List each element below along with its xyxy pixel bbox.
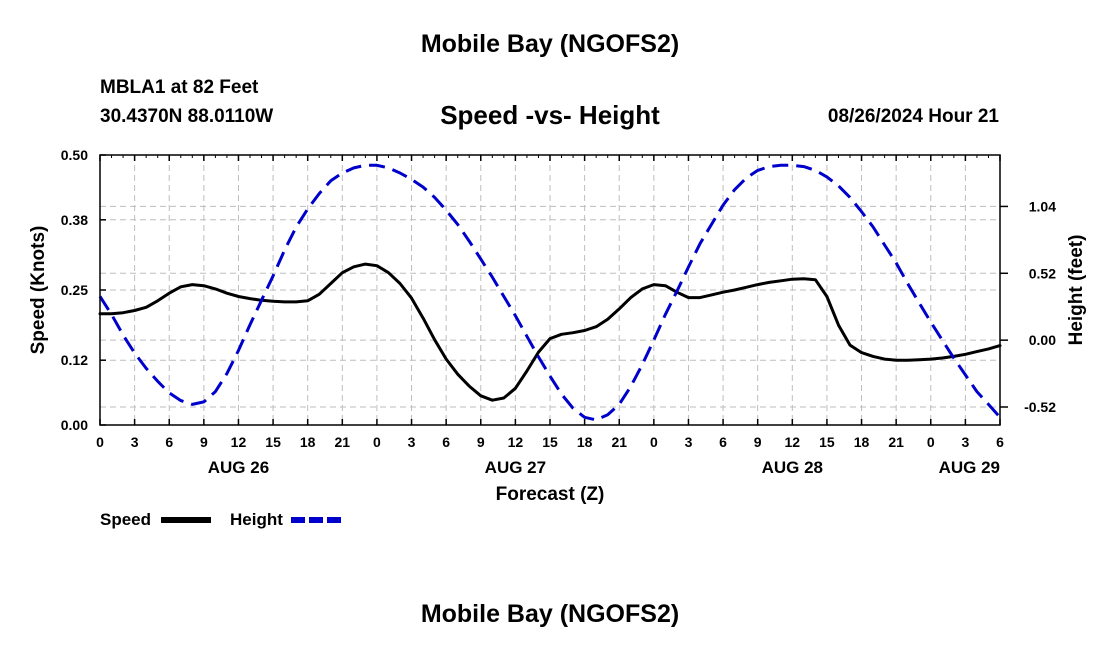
chart-legend: Speed Height	[100, 510, 343, 529]
chart-axes: 0 3 6 9 12 15 18 21 0 3 6 9 12 15 18 21 0 3 6 9 12 15 18 21 0 3 6 A…	[28, 147, 1087, 505]
x-tick-label: 12	[508, 434, 524, 450]
x-tick-label: 21	[888, 434, 904, 450]
y2-axis-label: Height (feet)	[1066, 235, 1087, 346]
x-tick-label: 12	[231, 434, 247, 450]
legend-label-speed: Speed	[100, 510, 151, 529]
chart-title: Speed -vs- Height	[440, 100, 660, 130]
chart-grid	[100, 155, 1000, 425]
date-label: AUG 26	[208, 458, 269, 477]
x-tick-label: 12	[785, 434, 801, 450]
y-tick-label: 0.50	[61, 147, 88, 163]
x-tick-label: 3	[961, 434, 969, 450]
y-tick-label: 0.00	[61, 417, 88, 433]
forecast-datetime: 08/26/2024 Hour 21	[827, 106, 999, 127]
x-tick-label: 9	[477, 434, 485, 450]
x-axis-label: Forecast (Z)	[496, 484, 605, 505]
main-title: Mobile Bay (NGOFS2)	[420, 30, 680, 58]
x-tick-label: 6	[442, 434, 450, 450]
series-speed-line	[98, 262, 1002, 402]
x-tick-label: 21	[335, 434, 351, 450]
x-tick-label: 15	[265, 434, 281, 450]
x-tick-label: 15	[819, 434, 835, 450]
series-height-line	[98, 163, 1002, 422]
x-tick-label: 18	[300, 434, 316, 450]
chart-series	[98, 163, 1002, 422]
x-tick-label: 18	[577, 434, 593, 450]
y2-tick-label: 0.00	[1029, 332, 1056, 348]
station-label: MBLA1 at 82 Feet	[100, 77, 259, 98]
x-tick-label: 9	[200, 434, 208, 450]
x-tick-label: 21	[611, 434, 627, 450]
date-label: AUG 28	[762, 458, 823, 477]
y2-tick-label: -0.52	[1024, 399, 1056, 415]
y-axis-label: Speed (Knots)	[28, 226, 49, 355]
x-tick-label: 0	[96, 434, 104, 450]
y2-tick-label: 1.04	[1029, 198, 1056, 214]
y2-tick-label: 0.52	[1029, 265, 1056, 281]
x-tick-label: 18	[854, 434, 870, 450]
x-tick-label: 3	[685, 434, 693, 450]
legend-label-height: Height	[230, 510, 283, 529]
x-tick-label: 0	[927, 434, 935, 450]
x-tick-label: 9	[754, 434, 762, 450]
bottom-title: Mobile Bay (NGOFS2)	[420, 600, 680, 628]
x-tick-label: 0	[650, 434, 658, 450]
y-tick-label: 0.38	[61, 212, 88, 228]
x-tick-label: 15	[542, 434, 558, 450]
x-tick-label: 6	[719, 434, 727, 450]
x-tick-label: 3	[408, 434, 416, 450]
station-coordinates: 30.4370N 88.0110W	[100, 106, 274, 127]
x-tick-label: 6	[165, 434, 173, 450]
x-tick-label: 3	[131, 434, 139, 450]
date-label: AUG 29	[939, 458, 1000, 477]
x-tick-label: 6	[996, 434, 1004, 450]
x-tick-label: 0	[373, 434, 381, 450]
y-tick-label: 0.25	[61, 282, 88, 298]
y-tick-label: 0.12	[61, 352, 88, 368]
date-label: AUG 27	[485, 458, 546, 477]
